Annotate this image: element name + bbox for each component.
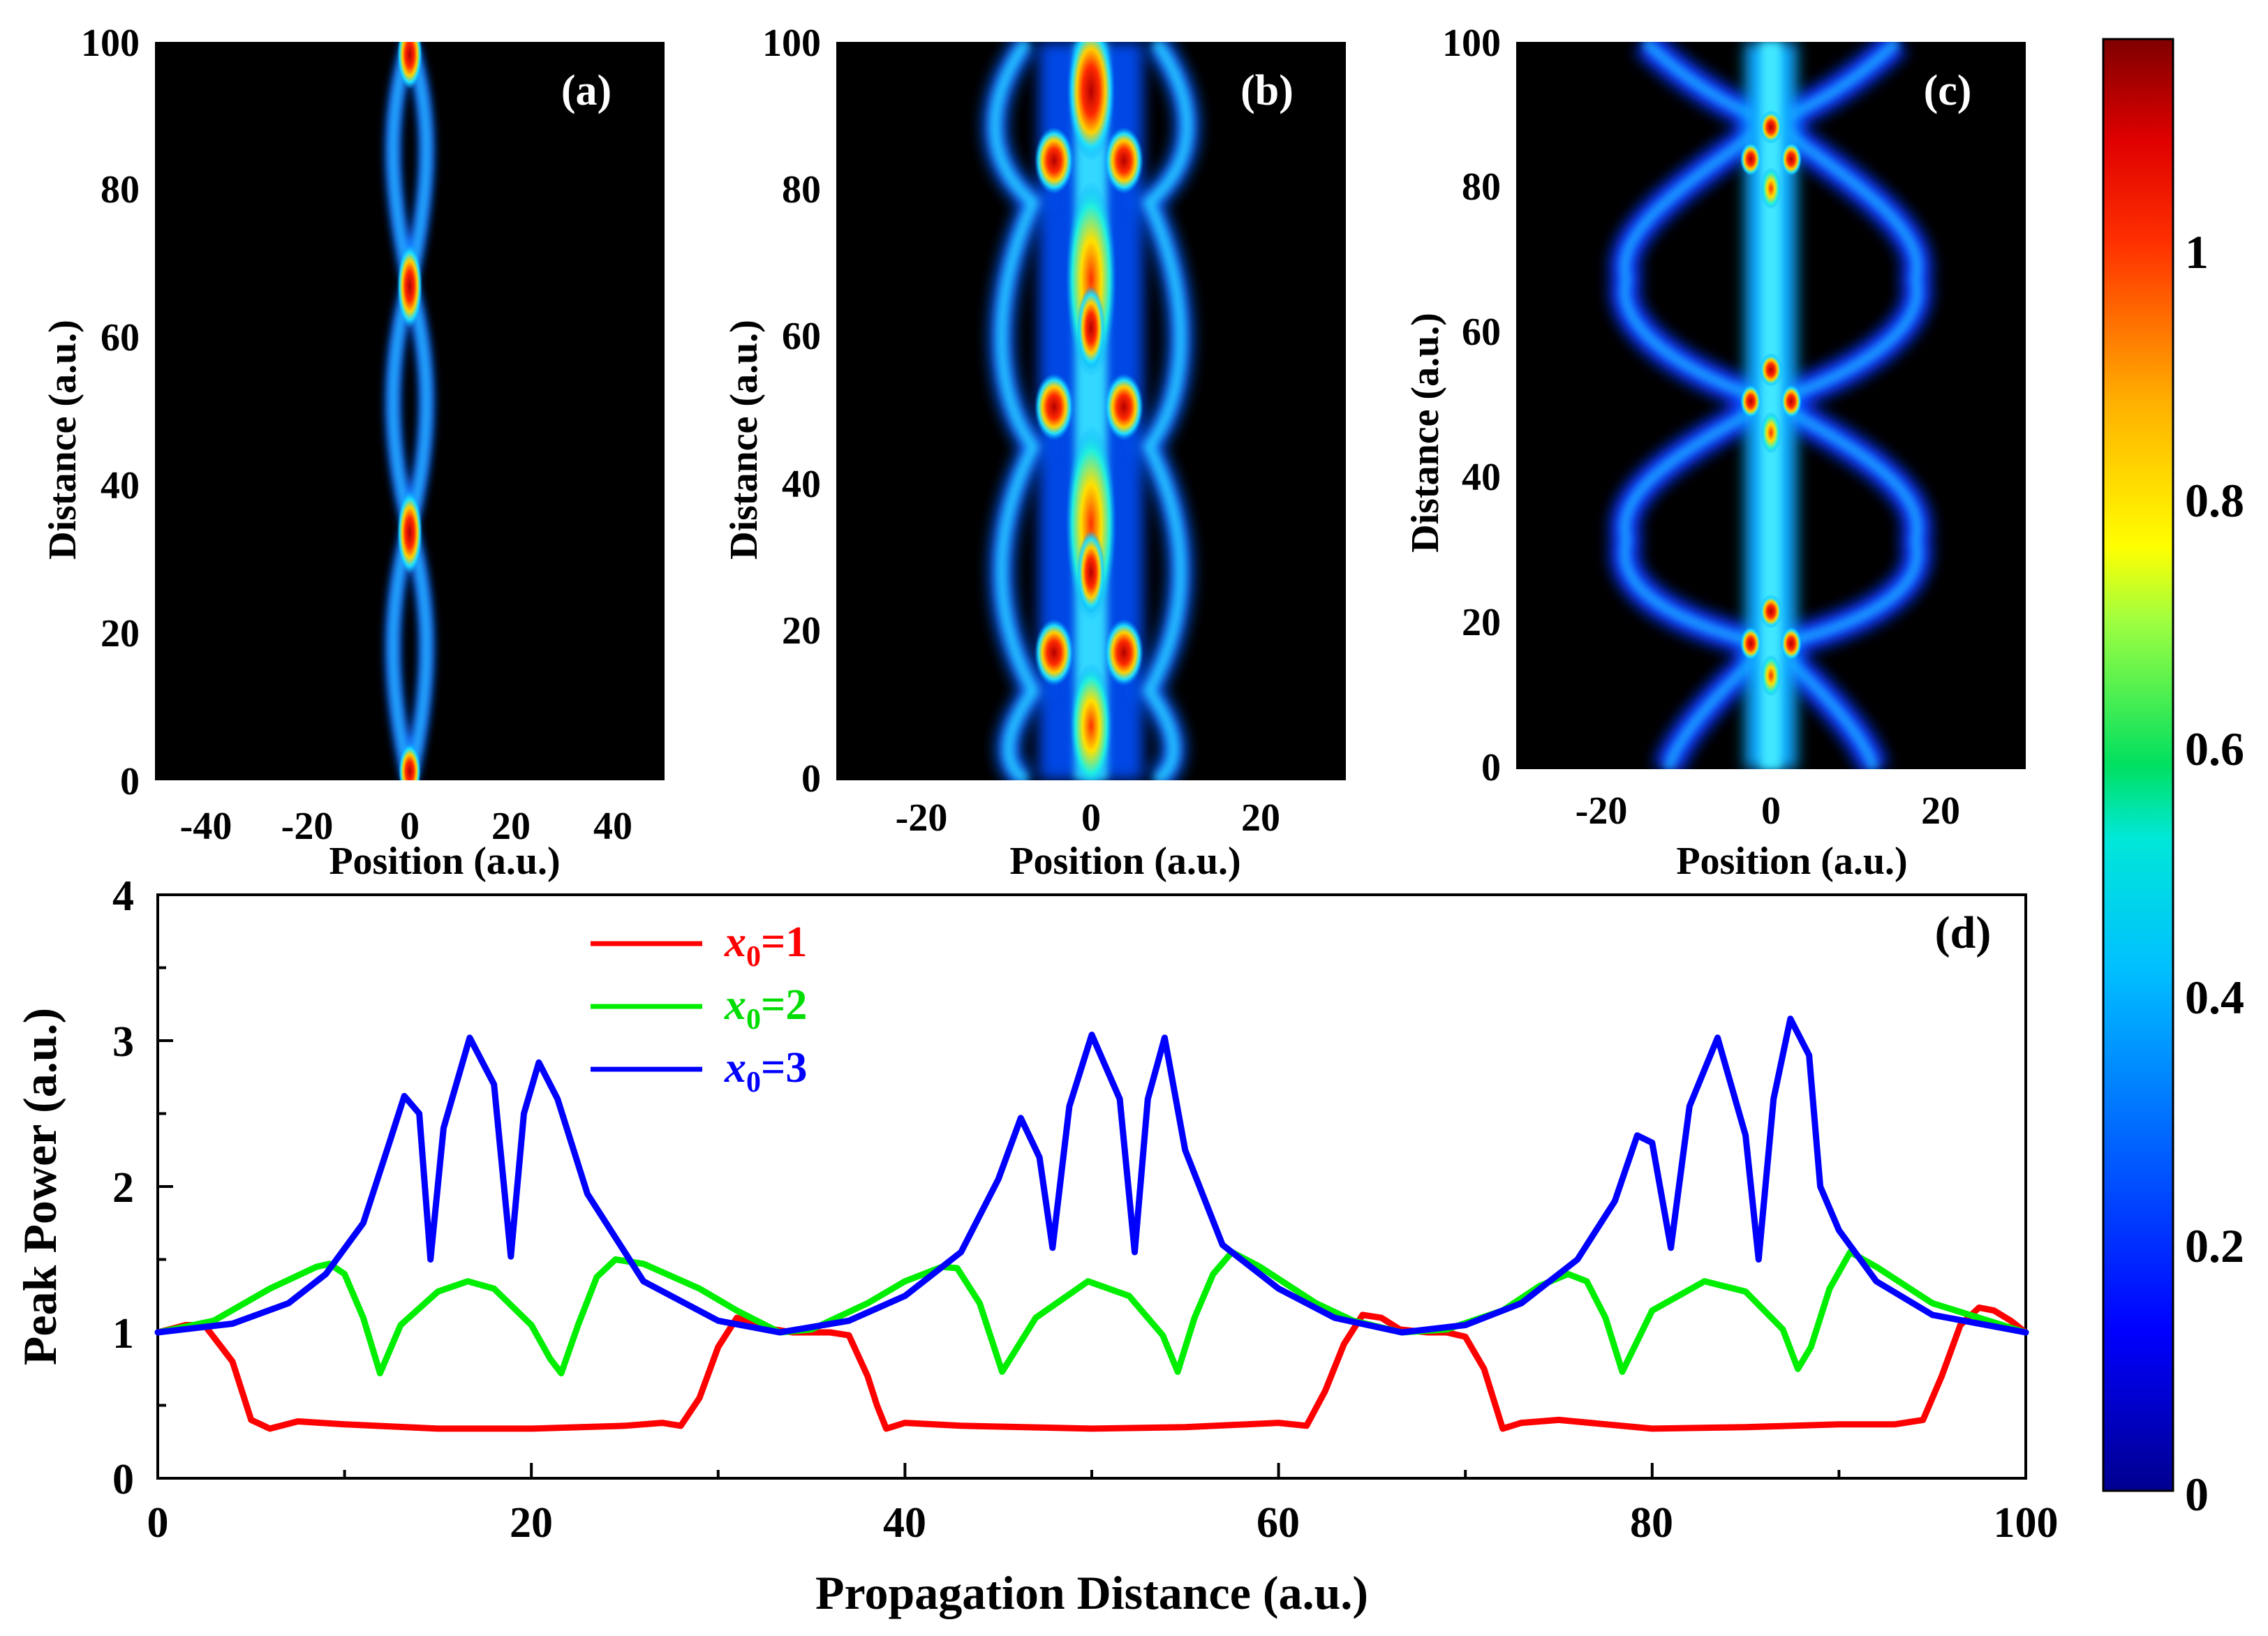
plot-d-series <box>154 1016 2029 1432</box>
legend-item-x0-1: x0=1 <box>591 919 807 973</box>
heatmap-b-beam <box>983 42 1199 780</box>
d-xtick-20: 20 <box>510 1499 553 1547</box>
a-ytick-60: 60 <box>101 316 140 359</box>
a-xtick-m20: -20 <box>281 805 334 848</box>
panel-a-label: (a) <box>561 67 612 114</box>
a-ytick-0: 0 <box>120 760 140 803</box>
panel-d-label: (d) <box>1935 907 1992 958</box>
colorbar-gradient <box>2102 38 2174 1492</box>
colorbar-ticks: 0 0.2 0.4 0.6 0.8 1 <box>2185 225 2244 1521</box>
b-ytick-0: 0 <box>801 757 821 801</box>
d-xtick-60: 60 <box>1257 1499 1300 1547</box>
c-ytick-20: 20 <box>1462 601 1501 644</box>
c-ytick-0: 0 <box>1481 746 1501 789</box>
plot-d-y-ticks: 0 1 2 3 4 <box>112 872 134 1503</box>
d-xtick-100: 100 <box>1994 1499 2059 1547</box>
a-ytick-40: 40 <box>101 464 140 507</box>
d-xtick-0: 0 <box>147 1499 169 1547</box>
panel-d: 0 1 2 3 4 0 20 40 60 80 100 Propagation … <box>13 872 2059 1619</box>
panel-c-y-label: Distance (a.u.) <box>1404 313 1447 553</box>
cb-tick-1: 1 <box>2185 225 2209 278</box>
c-ytick-80: 80 <box>1462 165 1501 209</box>
b-ytick-40: 40 <box>782 463 821 506</box>
d-ytick-1: 1 <box>112 1310 134 1358</box>
legend-item-x0-2: x0=2 <box>591 981 807 1036</box>
panel-a-y-label: Distance (a.u.) <box>41 320 84 560</box>
panel-c-x-ticks: -20 0 20 <box>1576 789 1960 833</box>
cb-tick-0: 0 <box>2185 1468 2209 1521</box>
c-xtick-m20: -20 <box>1576 789 1628 833</box>
a-ytick-20: 20 <box>101 612 140 655</box>
panel-c-x-label: Position (a.u.) <box>1676 840 1907 883</box>
a-xtick-m40: -40 <box>180 805 232 848</box>
b-xtick-m20: -20 <box>896 796 948 840</box>
a-xtick-40: 40 <box>593 805 632 848</box>
panel-b-x-ticks: -20 0 20 <box>896 796 1280 840</box>
panel-a: (a) 0 20 40 60 80 100 -40 -20 0 20 40 Po… <box>41 22 665 883</box>
a-xtick-20: 20 <box>491 805 531 848</box>
panel-b-y-label: Distance (a.u.) <box>722 320 766 560</box>
b-ytick-100: 100 <box>762 22 821 65</box>
cb-tick-0-2: 0.2 <box>2185 1219 2244 1272</box>
panel-c-y-ticks: 0 20 40 60 80 100 <box>1442 22 1501 789</box>
c-xtick-20: 20 <box>1921 789 1960 833</box>
a-xtick-0: 0 <box>400 805 420 848</box>
plot-d-x-ticks: 0 20 40 60 80 100 <box>147 1499 2059 1547</box>
c-ytick-40: 40 <box>1462 456 1501 499</box>
panel-a-y-ticks: 0 20 40 60 80 100 <box>81 22 140 803</box>
heatmap-a-beam <box>385 42 434 780</box>
a-ytick-80: 80 <box>101 168 140 211</box>
legend-item-x0-3: x0=3 <box>591 1044 807 1099</box>
d-ytick-2: 2 <box>112 1164 134 1212</box>
b-xtick-0: 0 <box>1081 796 1101 840</box>
c-ytick-100: 100 <box>1442 22 1501 65</box>
panel-c: (c) 0 20 40 60 80 100 -20 0 20 Position … <box>1404 22 2026 883</box>
plot-d-tick-marks <box>156 893 2027 1480</box>
cb-tick-0-6: 0.6 <box>2185 722 2244 775</box>
series-line-x0-3 <box>154 1016 2029 1336</box>
panel-b: (b) 0 20 40 60 80 100 -20 0 20 Position … <box>722 22 1346 883</box>
plot-d-x-label: Propagation Distance (a.u.) <box>815 1566 1368 1619</box>
legend: x0=1 x0=2 x0=3 <box>591 919 807 1099</box>
b-ytick-20: 20 <box>782 609 821 653</box>
c-ytick-60: 60 <box>1462 311 1501 354</box>
d-xtick-40: 40 <box>883 1499 926 1547</box>
panel-a-x-ticks: -40 -20 0 20 40 <box>180 805 632 848</box>
legend-text-x0-3: x0=3 <box>724 1044 807 1099</box>
legend-text-x0-2: x0=2 <box>724 981 807 1036</box>
a-ytick-100: 100 <box>81 22 140 65</box>
cb-tick-0-4: 0.4 <box>2185 971 2244 1024</box>
series-line-x0-2 <box>154 1249 2029 1376</box>
series-line-x0-1 <box>154 1304 2029 1432</box>
heatmap-a-background <box>155 42 665 780</box>
d-xtick-80: 80 <box>1630 1499 1673 1547</box>
plot-d-y-label: Peak Power (a.u.) <box>13 1008 66 1365</box>
panel-c-label: (c) <box>1924 67 1972 114</box>
heatmap-c-beam <box>1610 42 1932 769</box>
b-ytick-60: 60 <box>782 315 821 358</box>
panel-a-x-label: Position (a.u.) <box>329 840 560 883</box>
panel-b-label: (b) <box>1240 67 1294 114</box>
c-xtick-0: 0 <box>1761 789 1781 833</box>
cb-tick-0-8: 0.8 <box>2185 474 2244 527</box>
colorbar: 0 0.2 0.4 0.6 0.8 1 <box>2102 38 2244 1521</box>
panel-b-y-ticks: 0 20 40 60 80 100 <box>762 22 821 801</box>
b-xtick-20: 20 <box>1241 796 1280 840</box>
d-ytick-3: 3 <box>112 1018 134 1066</box>
panel-b-x-label: Position (a.u.) <box>1009 840 1240 883</box>
b-ytick-80: 80 <box>782 168 821 211</box>
d-ytick-4: 4 <box>112 872 134 920</box>
d-ytick-0: 0 <box>112 1456 134 1503</box>
legend-text-x0-1: x0=1 <box>724 919 807 973</box>
